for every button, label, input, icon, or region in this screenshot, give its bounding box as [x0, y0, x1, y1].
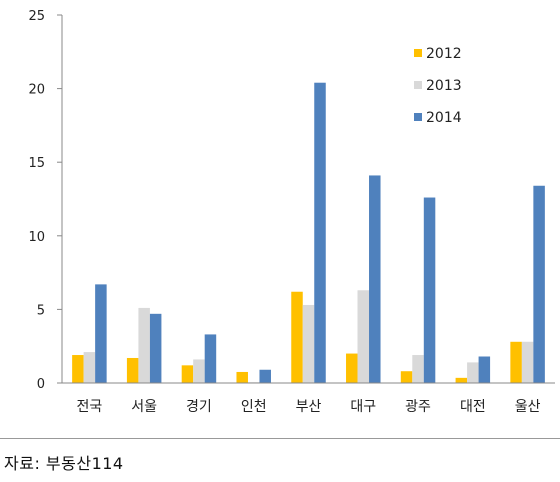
bar-series	[72, 82, 545, 383]
bar-2014-대구	[369, 175, 381, 383]
bar-2012-전국	[72, 355, 84, 383]
bar-2012-경기	[181, 365, 194, 383]
bar-2014-울산	[533, 185, 545, 383]
x-category-label: 광주	[405, 399, 431, 415]
bar-2014-서울	[149, 313, 162, 383]
y-axis: 0 5 10 15 20 25	[28, 9, 63, 392]
y-tick-label: 25	[28, 9, 45, 24]
bar-2012-부산	[291, 291, 303, 383]
bar-2013-서울	[138, 307, 150, 383]
bar-2012-서울	[126, 357, 139, 383]
bar-2013-대구	[357, 290, 370, 383]
y-tick-label: 5	[37, 303, 45, 318]
x-category-label: 전국	[77, 399, 103, 415]
bar-2012-대전	[455, 377, 468, 383]
x-axis: 전국 서울 경기 인천 부산 대구 광주 대전 울산	[62, 382, 555, 415]
bar-2014-경기	[204, 334, 217, 383]
x-category-label: 부산	[296, 399, 322, 415]
bar-2014-부산	[314, 82, 326, 383]
bar-2012-광주	[400, 371, 413, 383]
x-category-label: 대전	[460, 399, 486, 415]
y-tick-label: 20	[28, 83, 45, 98]
legend-swatch-2013	[414, 81, 422, 89]
legend: 2012 2013 2014	[414, 46, 462, 126]
bar-2013-전국	[83, 352, 96, 383]
legend-swatch-2012	[414, 49, 422, 57]
x-category-label: 경기	[186, 399, 212, 415]
x-category-label: 서울	[131, 399, 157, 415]
legend-swatch-2014	[414, 113, 422, 121]
bar-2014-전국	[95, 284, 107, 383]
x-category-label: 대구	[350, 399, 376, 415]
bar-2012-인천	[236, 371, 248, 383]
bar-2013-광주	[412, 355, 424, 383]
bar-2013-대전	[467, 362, 479, 383]
y-tick-label: 10	[28, 230, 45, 245]
bar-2014-인천	[259, 369, 271, 383]
legend-label: 2012	[426, 46, 462, 62]
bar-2013-울산	[521, 341, 534, 383]
bar-2014-광주	[423, 197, 436, 383]
x-category-label: 울산	[515, 399, 541, 415]
x-category-label: 인천	[241, 399, 267, 415]
legend-label: 2014	[426, 110, 462, 126]
bar-2014-대전	[478, 356, 491, 383]
source-note: 자료: 부동산114	[4, 454, 124, 473]
bar-2012-울산	[510, 341, 522, 383]
source-divider	[0, 438, 560, 439]
y-tick-label: 15	[28, 156, 45, 171]
bar-2013-부산	[302, 304, 315, 383]
y-tick-label: 0	[37, 377, 45, 392]
bar-2012-대구	[346, 353, 358, 383]
bar-2013-경기	[193, 359, 205, 383]
legend-label: 2013	[426, 78, 462, 94]
